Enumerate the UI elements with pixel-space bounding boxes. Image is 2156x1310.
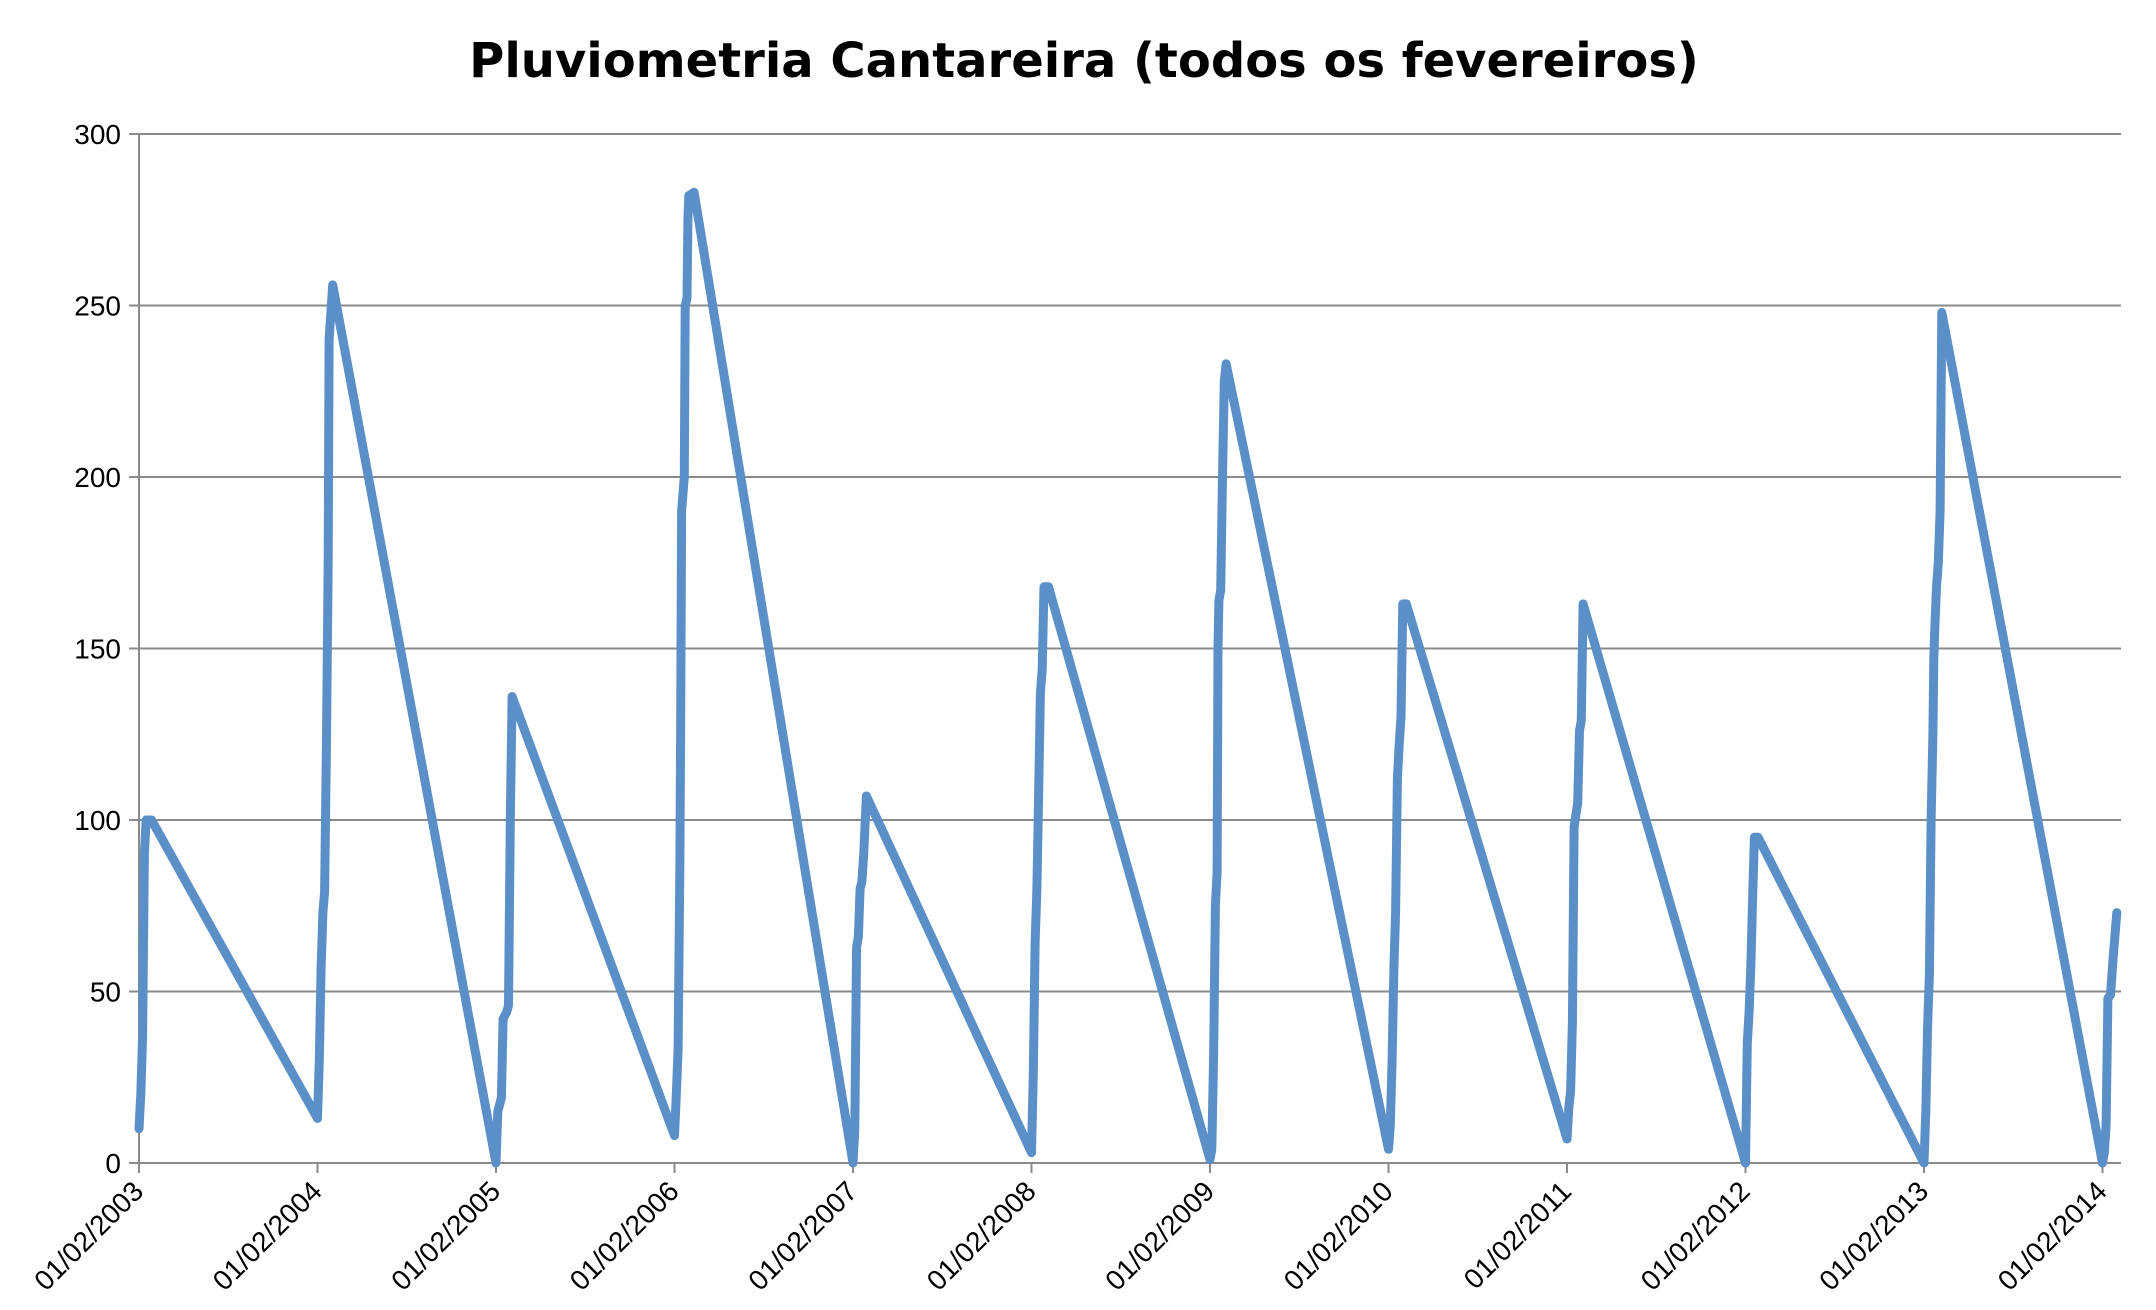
x-tick-label: 01/02/2009 [1099,1175,1220,1296]
y-axis-tick-labels: 0 50 100 150 200 250 300 [74,119,121,1179]
x-tick-label: 01/02/2006 [564,1175,685,1296]
y-tick-label: 50 [90,977,121,1008]
x-tick-label: 01/02/2010 [1278,1175,1399,1296]
y-tick-label: 300 [74,119,121,150]
x-tick-label: 01/02/2008 [921,1175,1042,1296]
axes [129,133,2121,1173]
x-tick-label: 01/02/2011 [1458,1175,1578,1295]
x-tick-label: 01/02/2012 [1635,1175,1756,1296]
x-tick-label: 01/02/2014 [1992,1175,2113,1296]
x-tick-label: 01/02/2007 [742,1175,863,1296]
x-tick-label: 01/02/2005 [385,1175,506,1296]
y-tick-label: 150 [74,634,121,665]
series-line-0 [134,187,2122,1168]
y-tick-label: 250 [74,291,121,322]
chart-title: Pluviometria Cantareira (todos os fevere… [469,33,1699,89]
x-tick-label: 01/02/2013 [1813,1175,1934,1296]
y-tick-label: 100 [74,805,121,836]
series-layer [134,187,2122,1168]
y-tick-label: 200 [74,462,121,493]
y-tick-label: 0 [105,1148,121,1179]
gridlines [139,133,2121,993]
x-tick-label: 01/02/2004 [207,1175,328,1296]
x-tick-label: 01/02/2003 [28,1175,149,1296]
x-axis-tick-labels: 01/02/2003 01/02/2004 01/02/2005 01/02/2006… [28,1175,2113,1296]
